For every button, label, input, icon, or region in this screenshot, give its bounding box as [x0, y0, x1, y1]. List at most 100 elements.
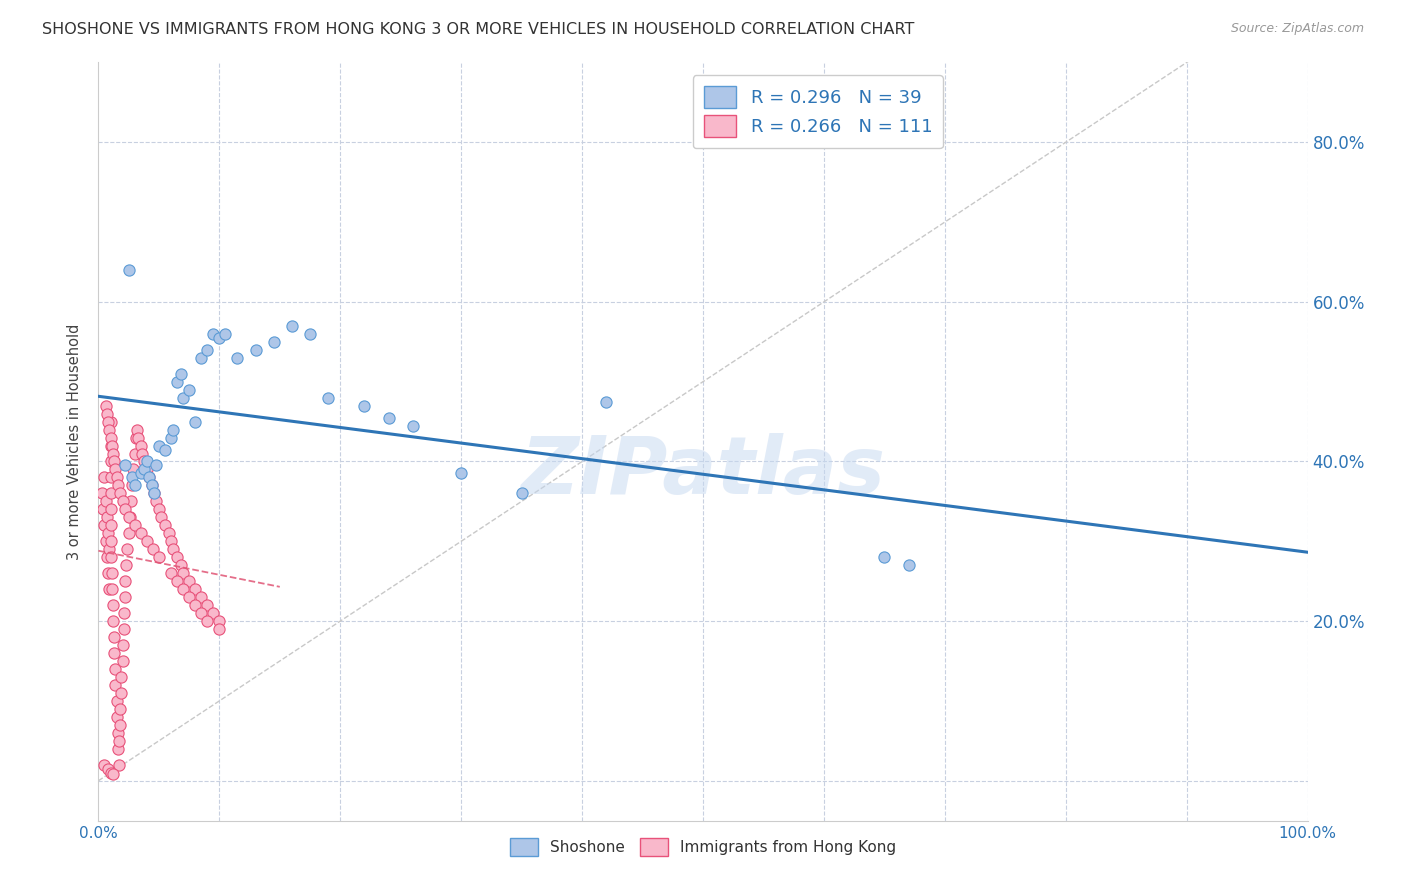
- Shoshone: [135, 454, 157, 468]
- Immigrants from Hong Kong: [100, 582, 122, 597]
- Immigrants from Hong Kong: [127, 431, 149, 445]
- Shoshone: [353, 399, 375, 413]
- Shoshone: [226, 351, 249, 365]
- Immigrants from Hong Kong: [112, 622, 135, 636]
- Immigrants from Hong Kong: [100, 431, 122, 445]
- Immigrants from Hong Kong: [121, 478, 143, 492]
- Shoshone: [281, 318, 304, 333]
- Immigrants from Hong Kong: [148, 550, 170, 565]
- Immigrants from Hong Kong: [91, 486, 114, 500]
- Immigrants from Hong Kong: [138, 470, 160, 484]
- Immigrants from Hong Kong: [122, 462, 145, 476]
- Immigrants from Hong Kong: [96, 550, 118, 565]
- Shoshone: [195, 343, 218, 357]
- Immigrants from Hong Kong: [104, 678, 127, 692]
- Shoshone: [190, 351, 212, 365]
- Immigrants from Hong Kong: [166, 574, 188, 589]
- Immigrants from Hong Kong: [101, 767, 124, 781]
- Immigrants from Hong Kong: [93, 470, 115, 484]
- Immigrants from Hong Kong: [108, 757, 131, 772]
- Immigrants from Hong Kong: [97, 566, 120, 581]
- Shoshone: [160, 431, 183, 445]
- Immigrants from Hong Kong: [101, 614, 124, 628]
- Shoshone: [138, 470, 160, 484]
- Immigrants from Hong Kong: [100, 470, 122, 484]
- Shoshone: [184, 415, 207, 429]
- Immigrants from Hong Kong: [162, 542, 184, 557]
- Shoshone: [897, 558, 920, 573]
- Immigrants from Hong Kong: [190, 590, 212, 604]
- Immigrants from Hong Kong: [98, 582, 121, 597]
- Shoshone: [134, 462, 156, 476]
- Shoshone: [179, 383, 201, 397]
- Immigrants from Hong Kong: [129, 526, 152, 541]
- Immigrants from Hong Kong: [100, 454, 122, 468]
- Immigrants from Hong Kong: [118, 526, 141, 541]
- Immigrants from Hong Kong: [172, 566, 194, 581]
- Immigrants from Hong Kong: [142, 542, 165, 557]
- Shoshone: [510, 486, 533, 500]
- Immigrants from Hong Kong: [105, 710, 128, 724]
- Shoshone: [245, 343, 267, 357]
- Immigrants from Hong Kong: [129, 438, 152, 452]
- Immigrants from Hong Kong: [105, 470, 128, 484]
- Immigrants from Hong Kong: [100, 415, 122, 429]
- Immigrants from Hong Kong: [108, 734, 131, 748]
- Immigrants from Hong Kong: [100, 438, 122, 452]
- Immigrants from Hong Kong: [111, 638, 134, 652]
- Immigrants from Hong Kong: [104, 662, 127, 676]
- Immigrants from Hong Kong: [91, 502, 114, 516]
- Immigrants from Hong Kong: [150, 510, 173, 524]
- Immigrants from Hong Kong: [100, 438, 122, 452]
- Shoshone: [121, 470, 143, 484]
- Immigrants from Hong Kong: [179, 574, 201, 589]
- Immigrants from Hong Kong: [114, 502, 136, 516]
- Immigrants from Hong Kong: [141, 478, 163, 492]
- Shoshone: [118, 263, 141, 277]
- Immigrants from Hong Kong: [202, 606, 225, 620]
- Shoshone: [153, 442, 176, 457]
- Immigrants from Hong Kong: [108, 486, 131, 500]
- Immigrants from Hong Kong: [100, 518, 122, 533]
- Immigrants from Hong Kong: [96, 510, 118, 524]
- Immigrants from Hong Kong: [124, 446, 146, 460]
- Immigrants from Hong Kong: [112, 606, 135, 620]
- Immigrants from Hong Kong: [143, 486, 166, 500]
- Immigrants from Hong Kong: [100, 550, 122, 565]
- Immigrants from Hong Kong: [98, 542, 121, 557]
- Immigrants from Hong Kong: [208, 614, 231, 628]
- Immigrants from Hong Kong: [208, 622, 231, 636]
- Shoshone: [172, 391, 194, 405]
- Immigrants from Hong Kong: [135, 534, 157, 549]
- Immigrants from Hong Kong: [145, 494, 167, 508]
- Shoshone: [214, 326, 236, 341]
- Shoshone: [124, 478, 146, 492]
- Immigrants from Hong Kong: [148, 502, 170, 516]
- Immigrants from Hong Kong: [94, 534, 117, 549]
- Immigrants from Hong Kong: [184, 598, 207, 612]
- Y-axis label: 3 or more Vehicles in Household: 3 or more Vehicles in Household: [67, 324, 83, 559]
- Immigrants from Hong Kong: [157, 526, 180, 541]
- Shoshone: [377, 410, 399, 425]
- Shoshone: [595, 394, 617, 409]
- Immigrants from Hong Kong: [101, 598, 124, 612]
- Shoshone: [145, 458, 167, 473]
- Immigrants from Hong Kong: [104, 462, 127, 476]
- Shoshone: [143, 486, 166, 500]
- Shoshone: [169, 367, 191, 381]
- Immigrants from Hong Kong: [94, 494, 117, 508]
- Immigrants from Hong Kong: [94, 399, 117, 413]
- Shoshone: [450, 467, 472, 481]
- Immigrants from Hong Kong: [118, 510, 141, 524]
- Immigrants from Hong Kong: [98, 423, 121, 437]
- Shoshone: [202, 326, 225, 341]
- Immigrants from Hong Kong: [117, 542, 139, 557]
- Text: Source: ZipAtlas.com: Source: ZipAtlas.com: [1230, 22, 1364, 36]
- Legend: Shoshone, Immigrants from Hong Kong: Shoshone, Immigrants from Hong Kong: [503, 831, 903, 863]
- Immigrants from Hong Kong: [107, 726, 129, 740]
- Immigrants from Hong Kong: [103, 454, 125, 468]
- Shoshone: [166, 375, 188, 389]
- Shoshone: [873, 550, 896, 565]
- Immigrants from Hong Kong: [107, 741, 129, 756]
- Shoshone: [129, 467, 152, 481]
